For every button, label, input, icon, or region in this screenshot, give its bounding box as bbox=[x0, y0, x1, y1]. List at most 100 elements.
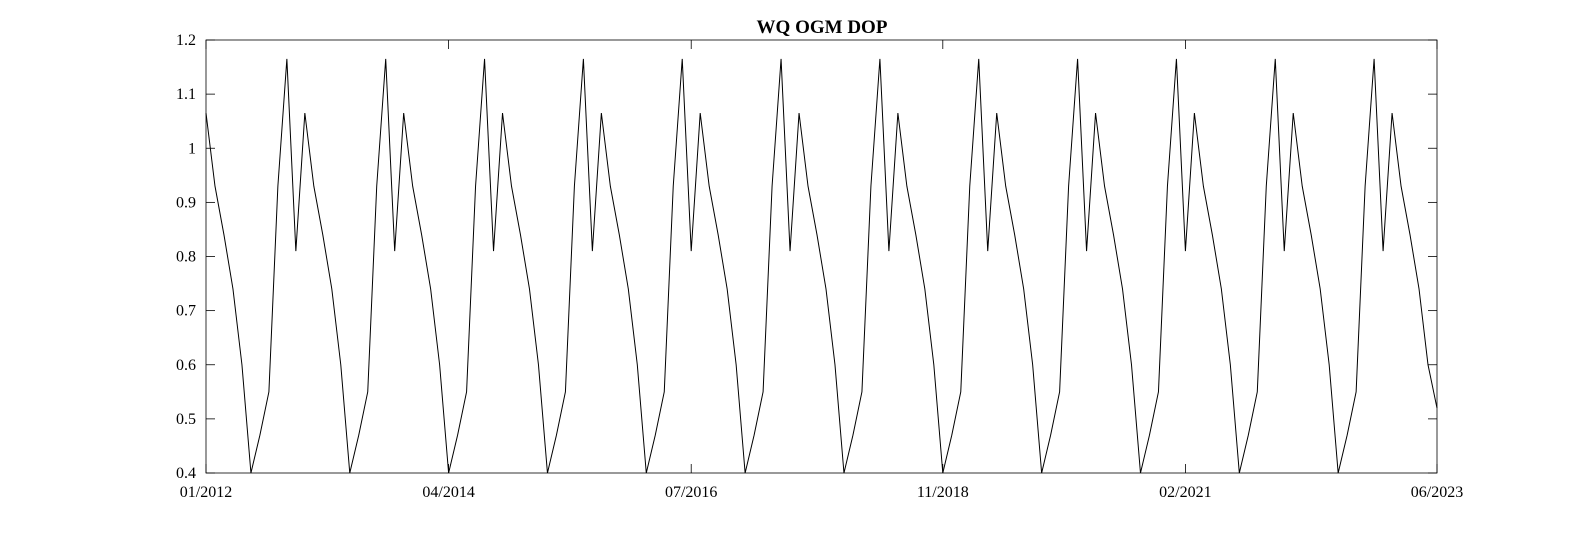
data-point bbox=[754, 435, 755, 436]
data-point bbox=[987, 250, 988, 251]
data-point bbox=[1176, 58, 1177, 59]
data-point bbox=[304, 112, 305, 113]
data-point bbox=[1436, 407, 1437, 408]
data-point bbox=[1400, 186, 1401, 187]
data-point bbox=[1329, 364, 1330, 365]
y-tick-label: 0.5 bbox=[176, 411, 196, 428]
data-point bbox=[682, 58, 683, 59]
data-point bbox=[1409, 234, 1410, 235]
data-point bbox=[628, 288, 629, 289]
data-point bbox=[852, 435, 853, 436]
data-point bbox=[466, 391, 467, 392]
data-point bbox=[637, 364, 638, 365]
data-point bbox=[978, 58, 979, 59]
x-axis: 01/2012 04/2014 07/2016 11/2018 02/2021 06/20… bbox=[180, 40, 1463, 501]
data-point bbox=[924, 288, 925, 289]
data-point bbox=[448, 472, 449, 473]
data-point bbox=[969, 186, 970, 187]
data-point bbox=[205, 112, 206, 113]
data-point bbox=[951, 435, 952, 436]
data-point bbox=[322, 234, 323, 235]
data-point bbox=[430, 288, 431, 289]
data-point bbox=[232, 288, 233, 289]
x-tick-label: 11/2018 bbox=[917, 484, 969, 501]
data-point bbox=[736, 364, 737, 365]
data-point bbox=[592, 250, 593, 251]
data-point bbox=[1365, 186, 1366, 187]
data-point bbox=[547, 472, 548, 473]
data-point bbox=[1140, 472, 1141, 473]
y-tick-label: 1.2 bbox=[176, 32, 196, 49]
y-tick-label: 0.9 bbox=[176, 194, 196, 211]
y-tick-label: 0.8 bbox=[176, 249, 196, 266]
data-point bbox=[268, 391, 269, 392]
data-point bbox=[1131, 364, 1132, 365]
y-tick-label: 0.4 bbox=[176, 465, 196, 482]
data-point bbox=[538, 364, 539, 365]
data-point bbox=[1059, 391, 1060, 392]
data-point bbox=[1382, 250, 1383, 251]
data-point bbox=[897, 112, 898, 113]
data-point bbox=[1041, 472, 1042, 473]
data-point bbox=[664, 391, 665, 392]
data-point bbox=[610, 186, 611, 187]
data-point bbox=[655, 435, 656, 436]
data-point bbox=[1320, 288, 1321, 289]
data-point bbox=[295, 250, 296, 251]
data-point bbox=[574, 186, 575, 187]
data-point bbox=[1077, 58, 1078, 59]
data-point bbox=[879, 58, 880, 59]
data-point bbox=[439, 364, 440, 365]
data-point bbox=[745, 472, 746, 473]
x-tick-label: 04/2014 bbox=[422, 484, 474, 501]
data-point bbox=[277, 186, 278, 187]
data-point bbox=[861, 391, 862, 392]
data-point bbox=[1050, 435, 1051, 436]
data-point bbox=[960, 391, 961, 392]
data-point bbox=[1086, 250, 1087, 251]
series-line-wq-ogm-dop bbox=[205, 58, 1438, 474]
data-point bbox=[700, 112, 701, 113]
data-point bbox=[457, 435, 458, 436]
data-point bbox=[834, 364, 835, 365]
data-point bbox=[1239, 472, 1240, 473]
x-tick-label: 02/2021 bbox=[1159, 484, 1211, 501]
data-point bbox=[843, 472, 844, 473]
data-point bbox=[1104, 186, 1105, 187]
data-point bbox=[1374, 58, 1375, 59]
data-point bbox=[1068, 186, 1069, 187]
data-point bbox=[1185, 250, 1186, 251]
data-point bbox=[780, 58, 781, 59]
data-point bbox=[286, 58, 287, 59]
data-point bbox=[1293, 112, 1294, 113]
data-point bbox=[529, 288, 530, 289]
data-point bbox=[1391, 112, 1392, 113]
data-point bbox=[1149, 435, 1150, 436]
y-tick-label: 0.6 bbox=[176, 357, 196, 374]
data-point bbox=[1284, 250, 1285, 251]
data-point bbox=[565, 391, 566, 392]
data-point bbox=[511, 186, 512, 187]
data-point bbox=[421, 234, 422, 235]
data-point bbox=[340, 364, 341, 365]
data-point bbox=[1023, 288, 1024, 289]
data-point bbox=[1418, 288, 1419, 289]
data-point bbox=[646, 472, 647, 473]
x-tick-label: 01/2012 bbox=[180, 484, 232, 501]
data-point bbox=[933, 364, 934, 365]
data-point bbox=[1221, 288, 1222, 289]
data-point bbox=[1257, 391, 1258, 392]
data-point bbox=[358, 435, 359, 436]
data-point bbox=[771, 186, 772, 187]
data-point bbox=[394, 250, 395, 251]
data-point bbox=[762, 391, 763, 392]
data-point bbox=[412, 186, 413, 187]
data-point bbox=[1356, 391, 1357, 392]
data-point bbox=[888, 250, 889, 251]
data-point bbox=[942, 472, 943, 473]
data-point bbox=[1005, 186, 1006, 187]
data-point bbox=[520, 234, 521, 235]
data-point bbox=[1266, 186, 1267, 187]
data-point bbox=[915, 234, 916, 235]
